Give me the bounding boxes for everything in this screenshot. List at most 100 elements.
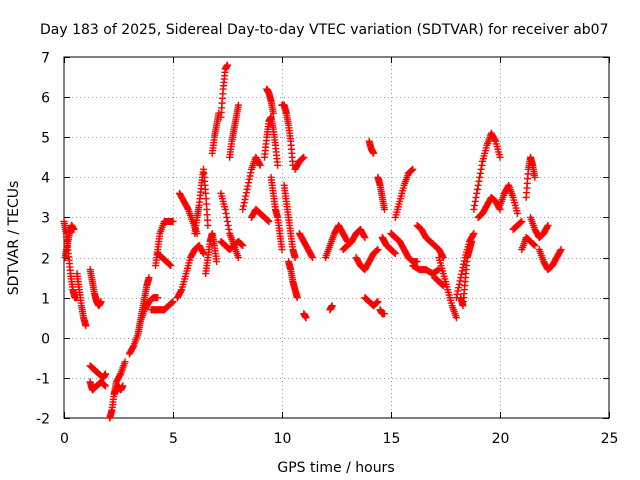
x-tick-label: 10 — [274, 431, 292, 447]
data-point — [409, 165, 417, 173]
series-arc-bf — [518, 234, 539, 254]
data-point — [453, 290, 461, 298]
data-point — [169, 298, 177, 306]
series-arc-aq — [391, 165, 417, 221]
data-point — [265, 217, 273, 225]
series-arc-at — [409, 262, 443, 278]
data-point — [204, 221, 212, 229]
series-arc-ak — [352, 246, 382, 274]
data-point — [458, 267, 466, 275]
series-arc-av — [431, 274, 447, 290]
data-point — [439, 252, 447, 260]
x-tick-label: 15 — [383, 431, 401, 447]
data-point — [531, 173, 539, 181]
y-tick-label: 0 — [41, 332, 50, 348]
x-tick-label: 25 — [601, 431, 619, 447]
data-point — [380, 310, 388, 318]
data-point — [184, 204, 192, 212]
data-point — [223, 213, 231, 221]
data-point — [361, 234, 369, 241]
data-point — [101, 382, 109, 390]
data-point — [246, 172, 254, 180]
data-point — [244, 182, 252, 190]
data-point — [474, 181, 482, 189]
series-arc-ba — [496, 181, 521, 217]
data-point — [278, 246, 286, 254]
data-point — [300, 153, 308, 161]
series-arc-bd — [527, 213, 552, 241]
data-point — [200, 250, 208, 258]
data-point — [470, 205, 478, 213]
data-point — [274, 161, 282, 169]
series-arc-ag — [300, 310, 310, 322]
series-arc-aa — [267, 173, 286, 254]
data-point — [119, 382, 127, 390]
data-point — [70, 225, 78, 233]
series-arc-ah — [322, 221, 351, 262]
data-point — [556, 247, 564, 255]
data-point — [413, 258, 421, 266]
data-point — [247, 169, 255, 177]
series-arc-ap — [378, 234, 399, 258]
data-point — [129, 343, 137, 351]
y-tick-label: 5 — [41, 131, 50, 147]
data-point — [374, 246, 382, 254]
y-tick-label: 6 — [41, 91, 50, 107]
data-point — [452, 314, 460, 322]
data-point — [455, 284, 463, 292]
x-axis-label: GPS time / hours — [277, 460, 394, 476]
series-arc-e — [86, 362, 109, 382]
data-point — [477, 165, 485, 173]
series-arc-be — [535, 246, 565, 274]
x-tick-labels: 0 5 10 15 20 25 — [60, 57, 618, 447]
data-point — [543, 223, 551, 231]
data-point — [213, 258, 221, 266]
series-arc-f — [86, 378, 109, 394]
series-arc-ax — [457, 238, 476, 310]
x-tick-label: 0 — [60, 431, 69, 447]
data-point — [116, 371, 124, 379]
data-point — [370, 149, 378, 157]
data-point — [222, 209, 230, 217]
y-tick-label: -1 — [36, 372, 50, 388]
data-point — [82, 322, 90, 330]
series-arc-s — [217, 61, 231, 121]
data-point — [475, 177, 483, 185]
series-arc-l — [152, 217, 177, 270]
data-point — [496, 153, 504, 161]
series-arc-ay — [470, 129, 504, 213]
chart-title: Day 183 of 2025, Sidereal Day-to-day VTE… — [40, 22, 609, 38]
series-arc-w — [239, 153, 264, 213]
data-point — [471, 201, 479, 209]
series-arc-v — [217, 238, 247, 254]
data-point — [360, 232, 368, 240]
data-point — [478, 161, 486, 169]
series-arc-ai — [326, 302, 336, 314]
data-point — [245, 175, 253, 183]
data-point — [531, 242, 539, 250]
series-arc-j — [136, 294, 162, 326]
data-point — [255, 160, 263, 168]
data-point — [471, 197, 479, 205]
data-point — [243, 185, 251, 193]
data-point — [328, 302, 336, 310]
data-point — [234, 101, 242, 109]
series-arc-m — [154, 250, 175, 270]
data-point — [239, 202, 247, 210]
data-point — [256, 161, 264, 169]
y-tick-label: 2 — [41, 252, 50, 268]
y-tick-label: 3 — [41, 211, 50, 227]
series-arc-af — [295, 229, 317, 262]
data-point — [269, 109, 277, 117]
series-arc-k — [147, 298, 177, 314]
data-point — [239, 205, 247, 213]
data-point — [225, 225, 233, 233]
data-point — [224, 217, 231, 225]
data-point — [224, 61, 231, 69]
data-point — [169, 217, 177, 225]
series-arc-t — [217, 189, 242, 262]
data-point — [167, 262, 175, 270]
data-point — [374, 298, 382, 306]
x-tick-label: 5 — [169, 431, 178, 447]
series-arc-c — [73, 270, 90, 330]
